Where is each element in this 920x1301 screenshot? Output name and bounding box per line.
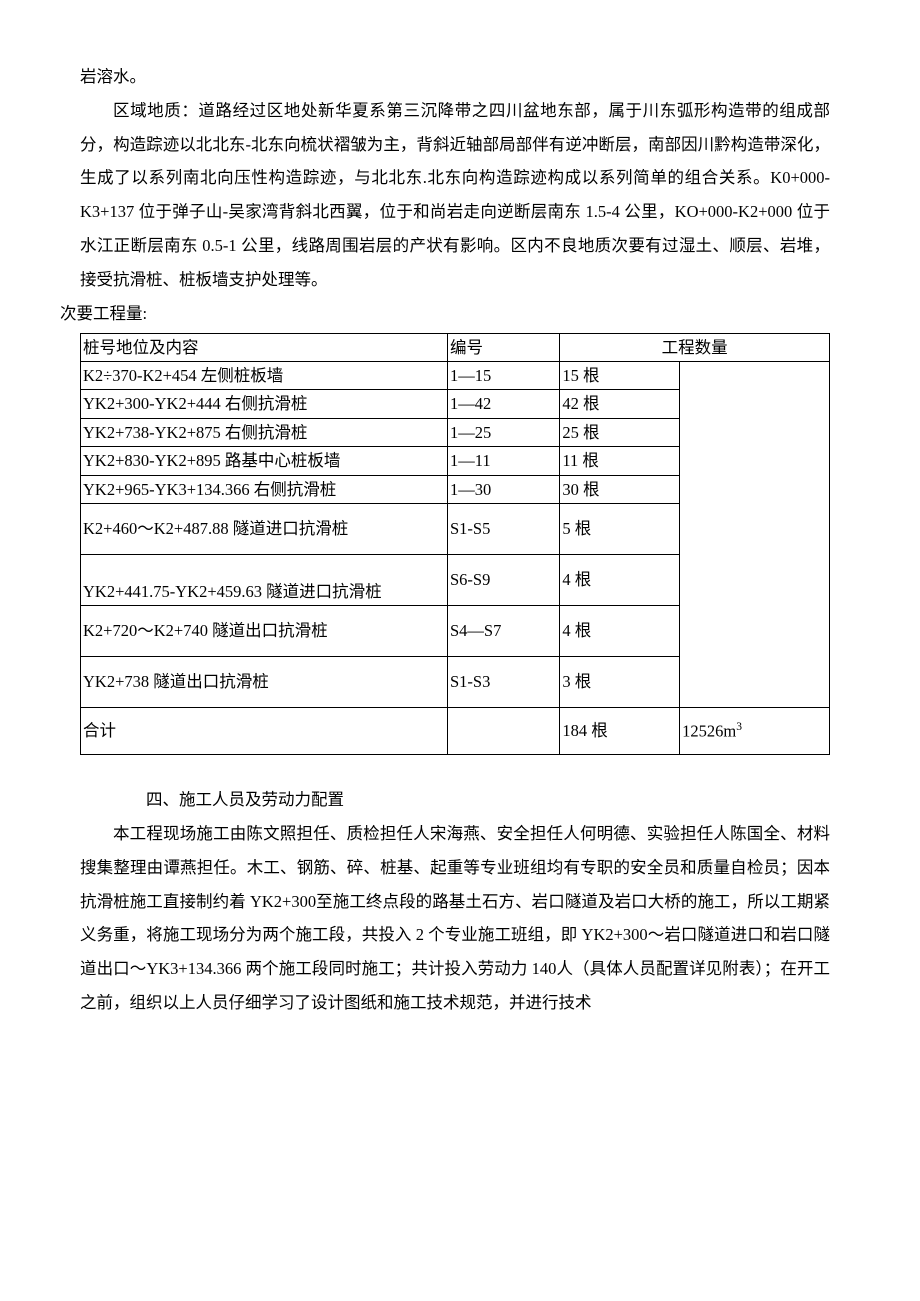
cell-qty: 5 根 [560, 504, 680, 555]
cell-qty: 25 根 [560, 418, 680, 446]
cell-qty: 4 根 [560, 555, 680, 606]
section-4-title: 四、施工人员及劳动力配置 [80, 783, 830, 817]
table-row: K2÷370-K2+454 左侧桩板墙 1—15 15 根 [81, 361, 830, 389]
cell-qty: 15 根 [560, 361, 680, 389]
paragraph-2: 区域地质：道路经过区地处新华夏系第三沉降带之四川盆地东部，属于川东弧形构造带的组… [80, 94, 830, 297]
document-page: 岩溶水。 区域地质：道路经过区地处新华夏系第三沉降带之四川盆地东部，属于川东弧形… [0, 0, 920, 1080]
cell-ext-span [680, 361, 830, 707]
cell-desc: YK2+830-YK2+895 路基中心桩板墙 [81, 447, 448, 475]
cell-desc: YK2+965-YK3+134.366 右侧抗滑桩 [81, 475, 448, 503]
cell-total-num [448, 708, 560, 755]
cell-num: 1—30 [448, 475, 560, 503]
header-desc: 桩号地位及内容 [81, 333, 448, 361]
cell-desc: K2+460～K2+487.88 隧道进口抗滑桩 [81, 504, 448, 555]
cell-qty: 42 根 [560, 390, 680, 418]
cell-num: S1-S5 [448, 504, 560, 555]
table-caption: 次要工程量: [60, 297, 830, 331]
cell-num: S4—S7 [448, 606, 560, 657]
cell-desc: K2+720～K2+740 隧道出口抗滑桩 [81, 606, 448, 657]
cell-num: 1—15 [448, 361, 560, 389]
cell-desc: YK2+441.75-YK2+459.63 隧道进口抗滑桩 [81, 555, 448, 606]
quantity-table: 桩号地位及内容 编号 工程数量 K2÷370-K2+454 左侧桩板墙 1—15… [80, 333, 830, 756]
cell-num: S6-S9 [448, 555, 560, 606]
cell-num: 1—42 [448, 390, 560, 418]
cell-desc: YK2+738-YK2+875 右侧抗滑桩 [81, 418, 448, 446]
cell-num: 1—11 [448, 447, 560, 475]
cell-desc: YK2+300-YK2+444 右侧抗滑桩 [81, 390, 448, 418]
cell-desc: K2÷370-K2+454 左侧桩板墙 [81, 361, 448, 389]
cell-num: 1—25 [448, 418, 560, 446]
cell-desc: YK2+738 隧道出口抗滑桩 [81, 657, 448, 708]
cell-qty: 30 根 [560, 475, 680, 503]
paragraph-1: 岩溶水。 [80, 60, 830, 94]
cell-total-label: 合计 [81, 708, 448, 755]
cell-qty: 4 根 [560, 606, 680, 657]
table-header-row: 桩号地位及内容 编号 工程数量 [81, 333, 830, 361]
table-total-row: 合计 184 根 12526m³12526m3 [81, 708, 830, 755]
header-qty: 工程数量 [560, 333, 830, 361]
paragraph-4: 本工程现场施工由陈文照担任、质检担任人宋海燕、安全担任人何明德、实验担任人陈国全… [80, 817, 830, 1020]
cell-total-ext: 12526m³12526m3 [680, 708, 830, 755]
header-num: 编号 [448, 333, 560, 361]
cell-qty: 11 根 [560, 447, 680, 475]
cell-num: S1-S3 [448, 657, 560, 708]
cell-qty: 3 根 [560, 657, 680, 708]
cell-total-qty: 184 根 [560, 708, 680, 755]
